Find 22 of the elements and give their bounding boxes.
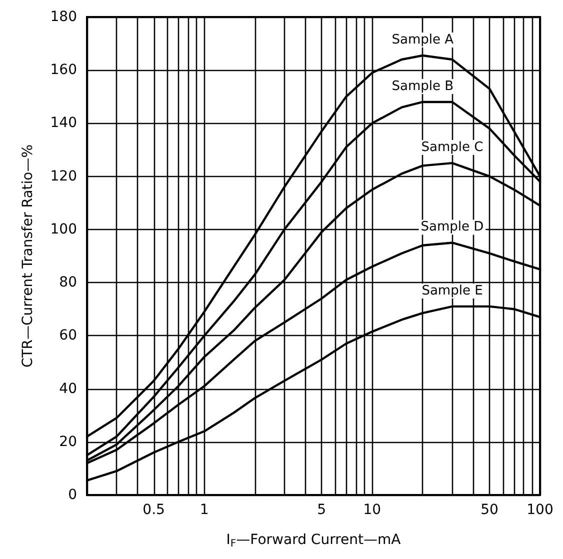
x-tick-label: 0.5	[142, 502, 165, 518]
y-tick-label: 40	[59, 380, 77, 397]
x-tick-label: 1	[200, 502, 209, 518]
series-label: Sample D	[420, 220, 484, 235]
series-label: Sample A	[392, 32, 454, 48]
x-tick-label: 50	[480, 502, 498, 518]
y-tick-label: 180	[50, 9, 77, 25]
x-tick-label: 100	[526, 502, 554, 518]
series-label: Sample B	[392, 78, 454, 94]
x-tick-label: 5	[317, 502, 326, 518]
y-tick-label: 20	[59, 434, 77, 450]
y-tick-label: 120	[50, 168, 77, 184]
y-tick-label: 100	[50, 221, 77, 238]
y-tick-label: 140	[50, 115, 77, 132]
series-label: Sample E	[422, 283, 483, 298]
x-tick-label: 10	[363, 502, 382, 518]
y-tick-label: 0	[68, 487, 77, 503]
y-tick-label: 60	[59, 328, 77, 344]
y-tick-label: 160	[50, 62, 77, 78]
y-axis-title: CTR—Current Transfer Ratio—%	[20, 144, 36, 368]
series-label: Sample C	[421, 140, 484, 156]
y-tick-label: 80	[59, 274, 77, 291]
